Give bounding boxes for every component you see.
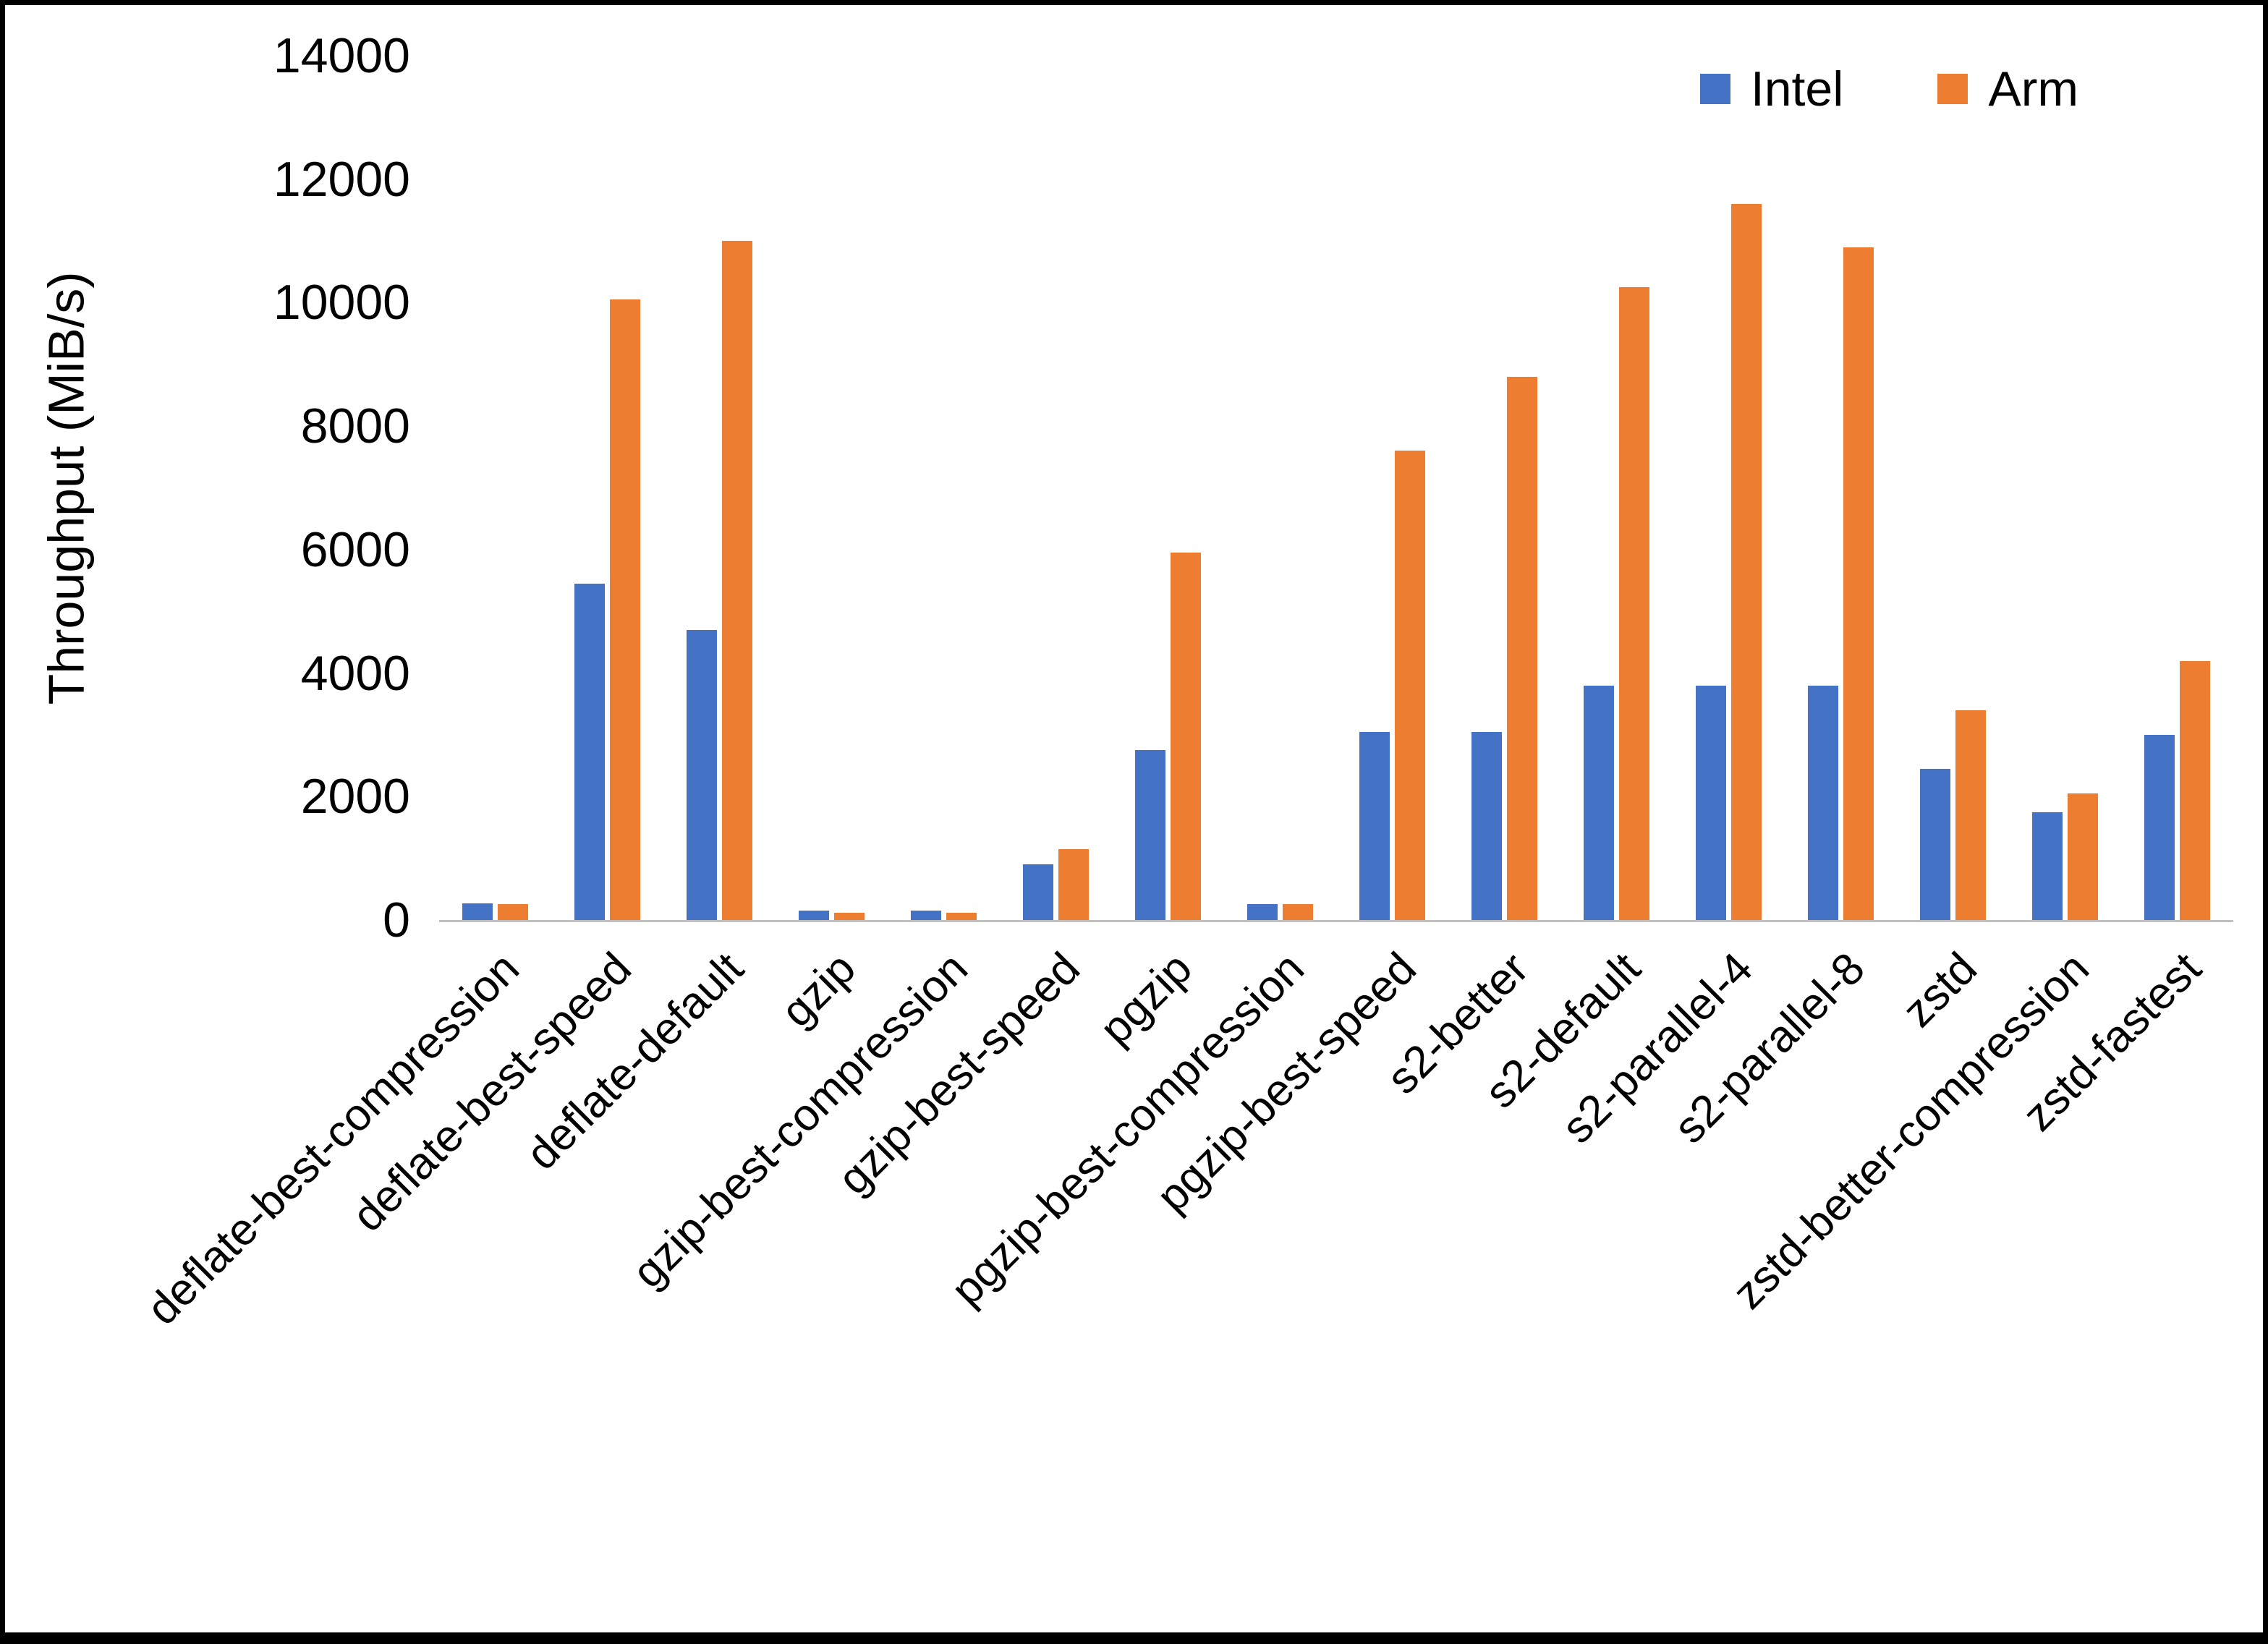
y-tick-label: 14000 — [273, 28, 410, 83]
bar-arm-pgzip-best-speed — [1395, 451, 1425, 920]
bar-intel-pgzip-best-compression — [1247, 903, 1278, 920]
bar-intel-s2-default — [1584, 685, 1614, 920]
bar-group-zstd-better-compression — [2009, 56, 2121, 920]
bar-arm-zstd — [1955, 710, 1986, 920]
bar-group-s2-parallel-8 — [1785, 56, 1897, 920]
bar-arm-s2-parallel-4 — [1731, 203, 1762, 920]
x-category-label-gzip: gzip — [771, 943, 865, 1037]
bar-arm-deflate-default — [722, 241, 752, 920]
bar-arm-zstd-better-compression — [2068, 793, 2098, 920]
bar-arm-gzip — [834, 912, 865, 920]
bar-intel-s2-better — [1471, 731, 1502, 920]
bar-arm-gzip-best-speed — [1058, 848, 1089, 920]
y-tick-label: 8000 — [300, 399, 410, 454]
bar-intel-pgzip — [1135, 750, 1165, 920]
bar-group-gzip — [776, 56, 888, 920]
bar-group-pgzip-best-compression — [1224, 56, 1336, 920]
bar-arm-s2-better — [1507, 376, 1537, 920]
y-tick-label: 2000 — [300, 769, 410, 825]
bar-intel-gzip — [799, 911, 829, 920]
bar-arm-zstd-fastest — [2180, 660, 2210, 920]
bar-intel-deflate-best-speed — [574, 583, 605, 920]
bar-intel-gzip-best-compression — [911, 911, 941, 920]
bar-arm-s2-parallel-8 — [1843, 247, 1874, 920]
bar-intel-deflate-default — [687, 629, 717, 920]
bar-intel-zstd-fastest — [2144, 734, 2175, 920]
legend-item-intel: Intel — [1699, 61, 1844, 116]
bar-group-zstd-fastest — [2121, 56, 2233, 920]
bar-group-gzip-best-compression — [888, 56, 1000, 920]
y-axis-ticks: 0 2000 4000 6000 8000 10000 12000 14000 — [5, 31, 410, 945]
bar-group-deflate-best-compression — [439, 56, 551, 920]
bar-intel-s2-parallel-4 — [1696, 685, 1726, 920]
y-tick-label: 10000 — [273, 275, 410, 331]
y-tick-label: 4000 — [300, 645, 410, 701]
bar-intel-pgzip-best-speed — [1359, 731, 1390, 920]
bar-arm-s2-default — [1619, 287, 1649, 920]
y-tick-label: 6000 — [300, 521, 410, 577]
bar-group-pgzip — [1112, 56, 1224, 920]
plot-area — [439, 56, 2233, 922]
legend-item-arm: Arm — [1937, 64, 2078, 114]
bar-arm-pgzip — [1171, 553, 1201, 920]
bar-arm-deflate-best-speed — [610, 299, 640, 920]
bar-intel-s2-parallel-8 — [1808, 685, 1838, 920]
bar-group-s2-default — [1560, 56, 1673, 920]
bar-intel-deflate-best-compression — [462, 903, 493, 920]
bar-group-pgzip-best-speed — [1336, 56, 1448, 920]
y-tick-label: 0 — [383, 893, 410, 947]
x-category-label-zstd: zstd — [1893, 943, 1987, 1037]
legend-label-intel: Intel — [1750, 61, 1844, 116]
bar-arm-pgzip-best-compression — [1283, 903, 1313, 920]
bar-arm-gzip-best-compression — [946, 912, 977, 920]
legend-swatch-arm — [1937, 74, 1968, 104]
bar-group-gzip-best-speed — [1000, 56, 1112, 920]
bar-group-deflate-best-speed — [551, 56, 663, 920]
bar-group-deflate-default — [663, 56, 776, 920]
legend: Intel Arm — [1699, 61, 2078, 116]
legend-label-arm: Arm — [1988, 61, 2078, 116]
bar-intel-zstd — [1920, 768, 1950, 920]
bar-intel-zstd-better-compression — [2032, 812, 2063, 920]
bar-group-s2-better — [1448, 56, 1560, 920]
bar-group-s2-parallel-4 — [1673, 56, 1785, 920]
bar-arm-deflate-best-compression — [498, 903, 528, 920]
y-tick-label: 12000 — [273, 151, 410, 207]
bar-intel-gzip-best-speed — [1023, 864, 1053, 920]
bar-group-zstd — [1897, 56, 2009, 920]
legend-swatch-intel — [1699, 74, 1730, 104]
